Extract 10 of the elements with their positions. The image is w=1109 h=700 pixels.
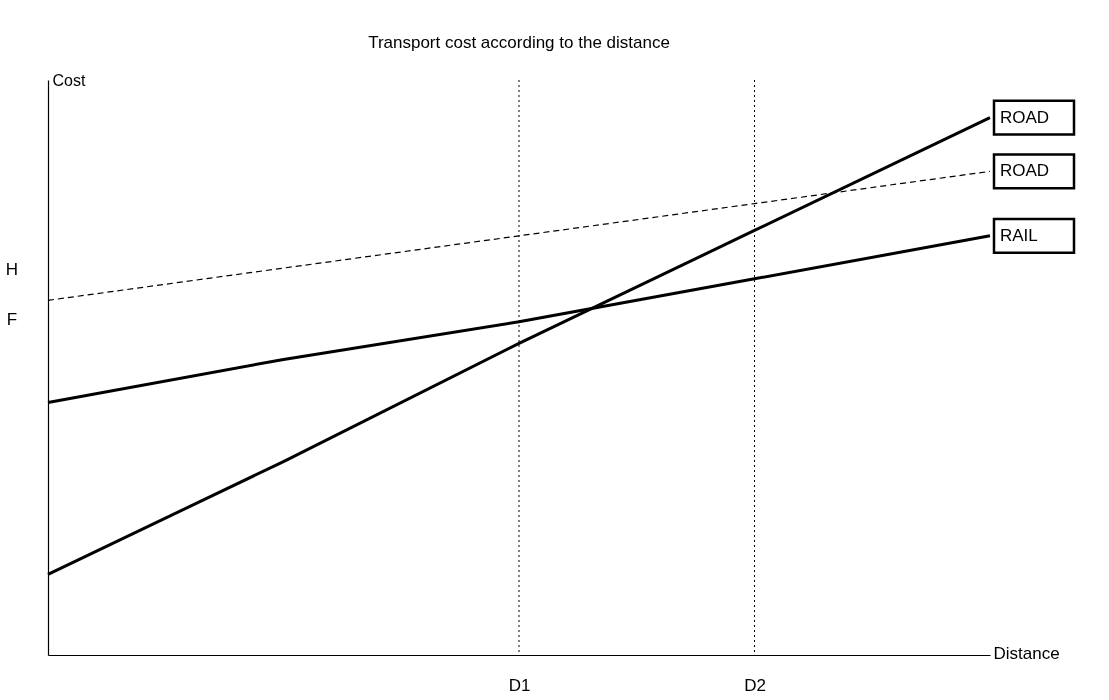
- y-axis-title: Cost: [52, 71, 86, 89]
- text: F: [6, 310, 18, 329]
- x-axis-title: Distance: [993, 643, 1060, 663]
- series-label: ROAD: [1000, 107, 1050, 127]
- x-tick-label: D2: [744, 675, 766, 695]
- x-tick-label: D1: [508, 675, 531, 695]
- series-label: RAIL: [1000, 225, 1038, 245]
- series-label: ROAD: [1000, 161, 1050, 181]
- chart-title: Transport cost according to the distance: [368, 33, 670, 52]
- text: H: [5, 260, 19, 279]
